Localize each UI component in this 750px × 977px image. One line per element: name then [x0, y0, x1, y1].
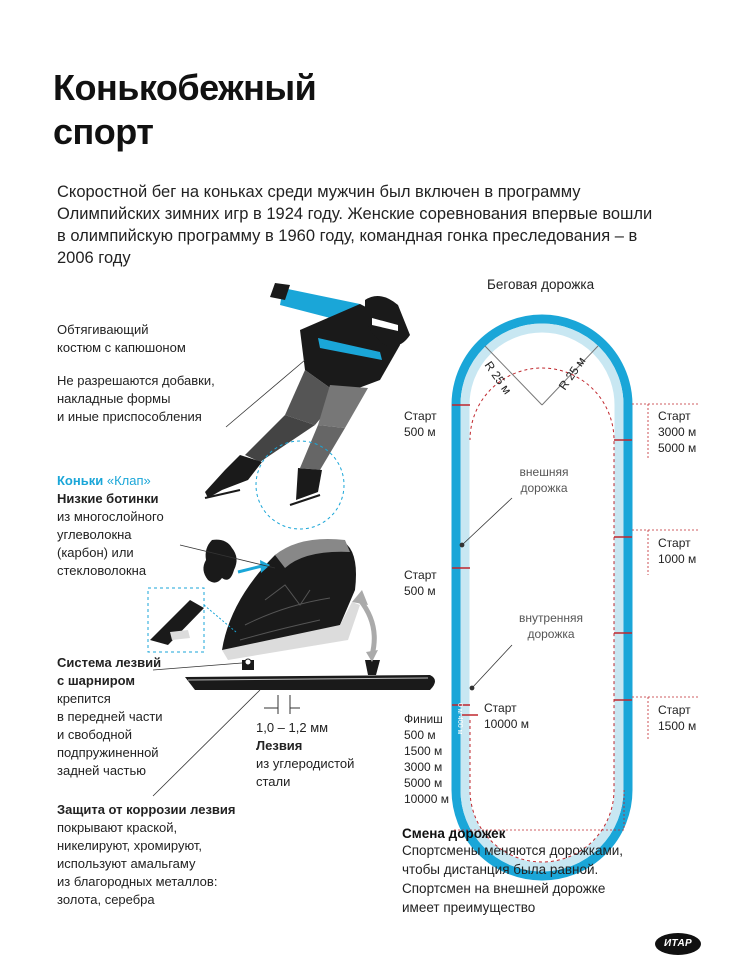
inner-lane-label: внутренняя дорожка [518, 611, 584, 641]
outer-lane-label: внешняя дорожка [519, 465, 569, 495]
suit-label: Обтягивающий костюм с капюшоном [57, 322, 186, 355]
speed-skating-track [451, 314, 700, 881]
blade-thickness: 1,0 – 1,2 мм [256, 720, 329, 735]
marker-0m: 0 м [456, 703, 463, 714]
start-3000-5000-label: Старт 3000 м 5000 м [658, 409, 697, 455]
track-inner-lane [460, 323, 624, 872]
lane-change-path [469, 367, 615, 863]
blade-system-block: Система лезвий с шарниром крепится в пер… [57, 655, 163, 778]
blade-block: 1,0 – 1,2 мм Лезвия из углеродистой стал… [256, 720, 355, 789]
start-500-mid-label: Старт 500 м [404, 568, 437, 598]
leather-icon [203, 539, 237, 583]
right-callout-lines [452, 403, 700, 831]
leader-lines [152, 359, 306, 797]
page-title: Конькобежный спорт [53, 67, 317, 152]
radius-line-left [484, 345, 543, 406]
start-500-top-label: Старт 500 м [404, 409, 437, 439]
corrosion-block: Защита от коррозии лезвия покрывают крас… [57, 802, 236, 907]
suit-rule: Не разрешаются добавки, накладные формы и … [57, 373, 215, 424]
clap-skate-illustration [185, 539, 435, 690]
start-markers [452, 404, 632, 716]
finish-label: Финиш 500 м 1500 м 3000 м 5000 м 10000 м [404, 712, 449, 806]
skates-block: Коньки «Клап» Низкие ботинки из многосло… [57, 473, 164, 578]
intro-text: Скоростной бег на коньках среди мужчин б… [57, 183, 653, 267]
lane-change-title: Смена дорожек [402, 826, 506, 841]
track-title: Беговая дорожка [487, 277, 595, 292]
radius-line-right [541, 345, 599, 406]
arrow-right-icon [260, 560, 270, 573]
start-1500-label: Старт 1500 м [658, 703, 697, 733]
track-outer-lane [451, 314, 633, 881]
skater-illustration [204, 283, 410, 506]
hinge-detail-zoom [147, 587, 237, 653]
start-1000-label: Старт 1000 м [658, 536, 697, 566]
start-10000-label: Старт 10000 м [484, 701, 529, 731]
marker-400m: 400 м [456, 716, 463, 735]
lane-change-block: Смена дорожек Спортсмены меняются дорожк… [402, 826, 702, 917]
detail-magnifier-circle [255, 440, 345, 530]
thickness-marker [264, 695, 300, 714]
lane-pointers [459, 497, 513, 691]
itar-tass-logo: ИТАР ТАСС [655, 933, 701, 971]
